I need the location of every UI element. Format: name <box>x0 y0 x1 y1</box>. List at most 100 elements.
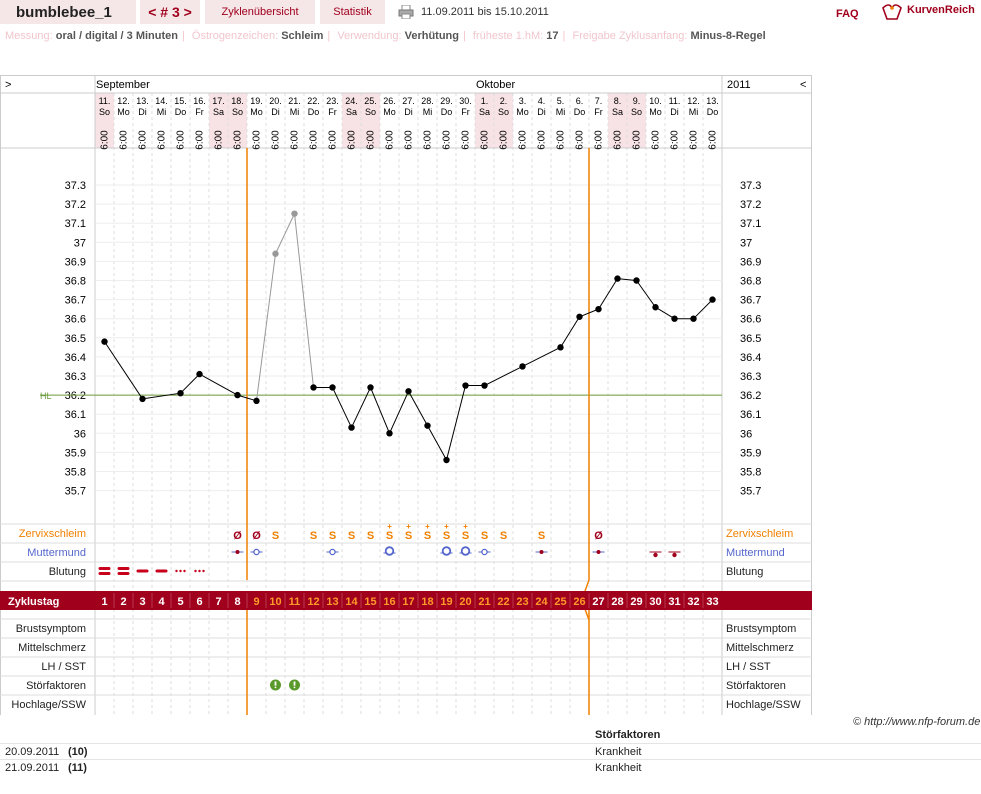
stoerfaktor-date: 21.09.2011 <box>5 762 60 774</box>
temperature-point <box>443 456 450 464</box>
temperature-point <box>557 344 564 351</box>
weekday-label: Do <box>574 107 586 117</box>
measure-time: 6:00 <box>271 130 282 150</box>
printer-icon[interactable] <box>398 5 414 19</box>
temperature-point <box>348 424 355 431</box>
cycle-day-number: 22 <box>497 596 509 608</box>
day-number: 9. <box>633 96 641 106</box>
faq-link[interactable]: FAQ <box>836 8 859 20</box>
zervix-mark: S <box>272 530 279 542</box>
weekday-label: Di <box>404 107 413 117</box>
measure-time: 6:00 <box>556 130 567 150</box>
y-tick-right: 35.8 <box>740 467 761 479</box>
disturbance-icon-mark <box>293 681 296 686</box>
row-label-blutung: Blutung <box>49 566 86 578</box>
kurvenreich-logo[interactable] <box>880 2 980 24</box>
bleeding-light <box>183 569 186 573</box>
tab-cycle-overview[interactable]: Zyklenübersicht <box>205 0 315 24</box>
weekday-label: Mi <box>157 107 167 117</box>
y-tick-right: 36.6 <box>740 314 761 326</box>
y-tick-right: 36.5 <box>740 333 761 345</box>
day-number: 20. <box>269 96 282 106</box>
day-number: 25. <box>364 96 377 106</box>
temperature-segment <box>655 306 675 320</box>
muttermund-open <box>253 548 260 556</box>
y-tick-right: 36.4 <box>740 352 761 364</box>
cycle-nav[interactable]: < # 3 > <box>140 0 200 24</box>
stoerfaktor-cycle-day: (11) <box>68 762 87 774</box>
cycle-meta: Messung: oral / digital / 3 Minuten | Öst… <box>5 30 766 42</box>
weekday-label: Fr <box>594 107 603 117</box>
measure-time: 6:00 <box>480 130 491 150</box>
stoerfaktoren-header: Störfaktoren <box>595 729 661 741</box>
verwendung-label: Verwendung: <box>337 30 402 42</box>
year-label: 2011 <box>727 79 751 91</box>
weekday-label: Mi <box>689 107 699 117</box>
weekday-label: So <box>365 107 376 117</box>
y-tick-left: 37.3 <box>65 180 86 192</box>
y-tick-right: 36.3 <box>740 371 761 383</box>
weekday-label: Do <box>308 107 320 117</box>
temperature-segment <box>332 387 352 428</box>
zervix-plus: + <box>425 522 430 531</box>
temperature-point <box>253 397 260 405</box>
weekend-column <box>608 93 627 148</box>
zervix-mark: S <box>481 530 488 542</box>
temperature-segment <box>560 316 580 348</box>
cycle-day-number: 6 <box>196 596 202 608</box>
cycle-day-number: 8 <box>234 596 240 608</box>
day-number: 27. <box>402 96 415 106</box>
zervix-mark: S <box>538 530 545 542</box>
weekday-label: Mi <box>556 107 566 117</box>
measure-time: 6:00 <box>594 130 605 150</box>
bleeding-light <box>198 569 201 573</box>
day-number: 12. <box>687 96 700 106</box>
row-label-right-blutung: Blutung <box>726 566 763 578</box>
temperature-point <box>424 422 431 429</box>
temperature-point <box>709 296 716 303</box>
temperature-segment <box>104 341 143 400</box>
temperature-segment <box>427 425 447 461</box>
y-tick-left: 35.9 <box>65 447 86 459</box>
y-tick-right: 35.7 <box>740 486 761 498</box>
bleeding-heavy <box>98 567 111 570</box>
y-tick-left: 36.1 <box>65 409 86 421</box>
temperature-point <box>652 304 659 311</box>
muttermund-wide <box>460 546 471 556</box>
measure-time: 6:00 <box>385 130 396 150</box>
measure-time: 6:00 <box>518 130 529 150</box>
measure-time: 6:00 <box>195 130 206 150</box>
cycle-day-number: 20 <box>459 596 471 608</box>
logo-text: KurvenReich <box>907 4 975 16</box>
cycle-day-number: 25 <box>554 596 566 608</box>
disturbance-icon-mark <box>274 681 277 686</box>
nav-right-arrow[interactable]: < <box>800 79 806 91</box>
copyright[interactable]: © http://www.nfp-forum.de <box>853 716 981 728</box>
temperature-segment <box>180 373 200 394</box>
nav-left-arrow[interactable]: > <box>5 79 11 91</box>
measure-time: 6:00 <box>670 130 681 150</box>
y-tick-left: 36.2 <box>65 390 86 402</box>
cycle-day-number: 24 <box>535 596 548 608</box>
cycle-day-number: 17 <box>402 596 414 608</box>
weekday-label: Do <box>441 107 453 117</box>
temperature-point <box>690 315 697 322</box>
stoerfaktor-text: Krankheit <box>595 746 642 758</box>
day-number: 21. <box>288 96 301 106</box>
messung-value: oral / digital / 3 Minuten <box>55 30 178 42</box>
y-tick-right: 36.7 <box>740 295 761 307</box>
day-number: 7. <box>595 96 603 106</box>
day-number: 23. <box>326 96 339 106</box>
y-tick-left: 37.1 <box>65 218 86 230</box>
tab-statistics[interactable]: Statistik <box>320 0 385 24</box>
temperature-point <box>614 275 621 282</box>
cycle-day-number: 32 <box>687 596 699 608</box>
measure-time: 6:00 <box>347 130 358 150</box>
day-number: 14. <box>155 96 168 106</box>
cycle-day-number: 7 <box>215 596 221 608</box>
day-number: 26. <box>383 96 396 106</box>
weekday-label: Mo <box>516 107 529 117</box>
zervix-mark: S <box>329 530 336 542</box>
measure-time: 6:00 <box>632 130 643 150</box>
day-number: 17. <box>212 96 225 106</box>
